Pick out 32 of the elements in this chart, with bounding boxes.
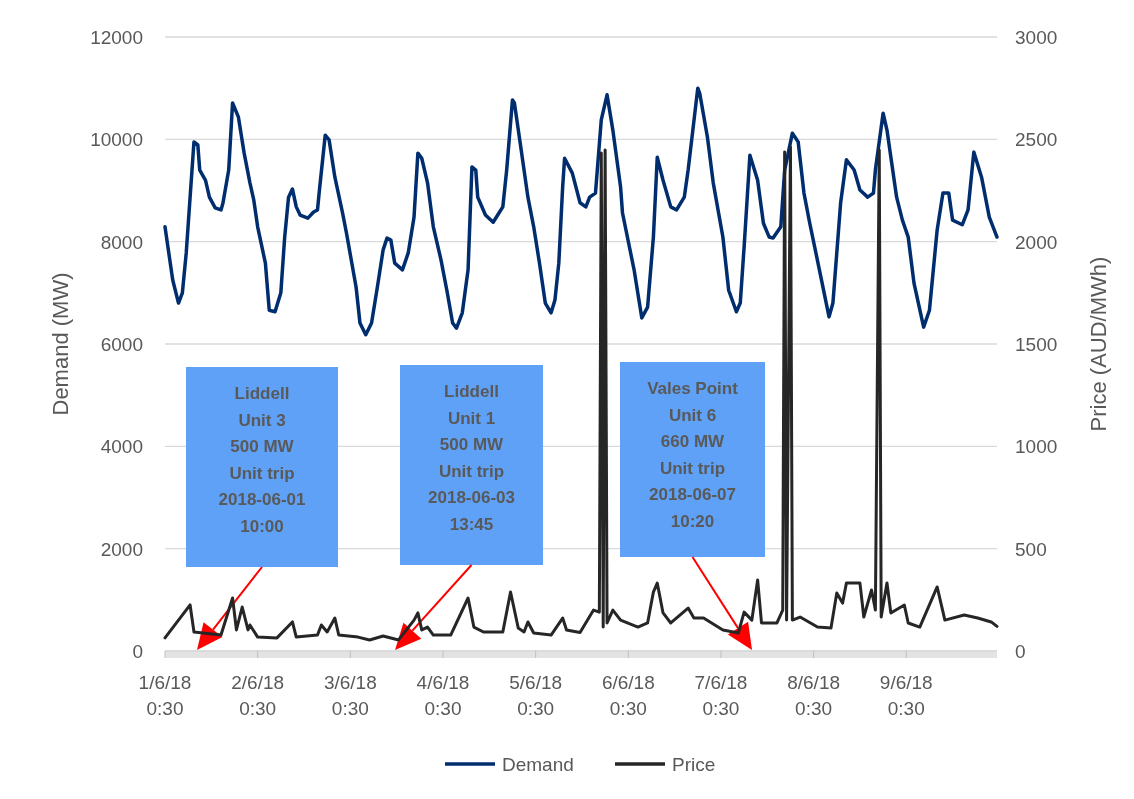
y2-tick-label: 3000 (1015, 27, 1058, 48)
legend-label: Demand (502, 754, 574, 775)
line-series (163, 86, 999, 337)
y2-axis-title: Price (AUD/MWh) (1086, 256, 1111, 432)
y2-tick-label: 1000 (1015, 436, 1058, 458)
y2-tick-label: 2500 (1015, 129, 1058, 151)
y-tick-label: 12000 (90, 27, 143, 48)
y-axis-title: Demand (MW) (48, 272, 73, 416)
x-tick-label: 9/6/18 0:30 (879, 672, 933, 719)
x-tick-label: 1/6/18 0:30 (138, 672, 192, 719)
y2-tick-label: 2000 (1015, 231, 1058, 253)
x-tick-label: 3/6/18 0:30 (323, 672, 377, 719)
x-tick-label: 8/6/18 0:30 (787, 672, 841, 719)
y-tick-label: 4000 (100, 436, 143, 458)
annotation: Vales Point Unit 6 660 MW Unit trip 2018-06-07 10:20 (647, 379, 739, 531)
x-tick-label: 5/6/18 0:30 (509, 672, 563, 719)
y2-tick-label: 500 (1015, 538, 1047, 560)
x-tick-label: 7/6/18 0:30 (694, 672, 748, 719)
x-tick-label: 2/6/18 0:30 (231, 672, 285, 719)
y-tick-label: 8000 (100, 231, 143, 253)
y2-tick-label: 0 (1015, 641, 1026, 662)
annotation: Liddell Unit 3 500 MW Unit trip 2018-06-01 10:00 (218, 384, 306, 536)
y-tick-label: 10000 (90, 129, 143, 151)
legend-label: Price (672, 754, 716, 775)
x-tick-label: 6/6/18 0:30 (601, 672, 655, 719)
y2-tick-label: 1500 (1015, 334, 1058, 355)
y-tick-label: 2000 (100, 538, 143, 560)
x-tick-label: 4/6/18 0:30 (416, 672, 470, 719)
y-tick-label: 0 (132, 641, 143, 662)
y-tick-label: 6000 (100, 334, 143, 355)
annotation: Liddell Unit 1 500 MW Unit trip 2018-06-03 13:45 (428, 382, 515, 534)
line-series (163, 145, 999, 642)
